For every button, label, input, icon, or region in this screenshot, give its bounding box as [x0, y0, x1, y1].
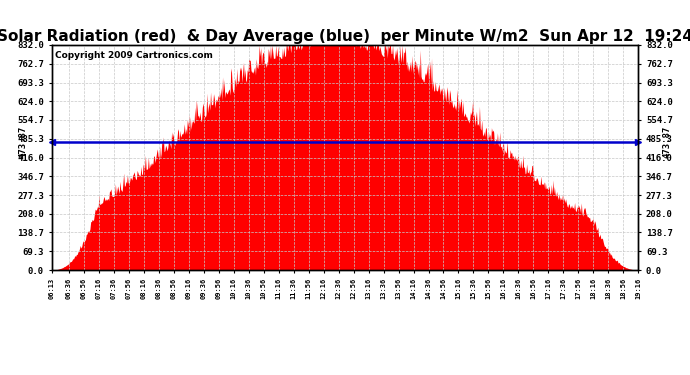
Text: Copyright 2009 Cartronics.com: Copyright 2009 Cartronics.com: [55, 51, 213, 60]
Text: 473.87: 473.87: [18, 126, 27, 158]
Text: 473.87: 473.87: [663, 126, 672, 158]
Title: Solar Radiation (red)  & Day Average (blue)  per Minute W/m2  Sun Apr 12  19:24: Solar Radiation (red) & Day Average (blu…: [0, 29, 690, 44]
